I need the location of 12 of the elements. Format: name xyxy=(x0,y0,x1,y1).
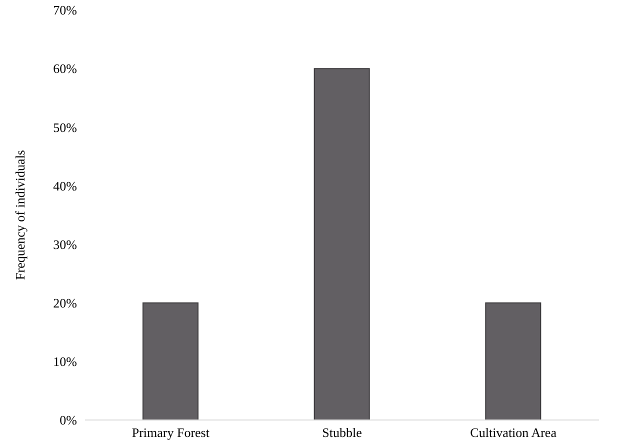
y-tick-label: 60% xyxy=(53,61,78,76)
y-tick-label: 50% xyxy=(53,120,78,135)
y-axis-title: Frequency of individuals xyxy=(12,150,28,280)
y-tick-label: 30% xyxy=(53,236,78,252)
y-tick-label: 70% xyxy=(53,2,78,18)
y-tick-label: 20% xyxy=(53,295,78,310)
x-tick-label: Primary Forest xyxy=(132,425,210,440)
x-tick-label: Cultivation Area xyxy=(470,425,557,440)
y-tick-label: 40% xyxy=(53,178,78,194)
x-tick-label: Stubble xyxy=(322,425,362,440)
y-tick-label: 10% xyxy=(53,354,78,370)
y-tick-label: 0% xyxy=(60,412,78,428)
